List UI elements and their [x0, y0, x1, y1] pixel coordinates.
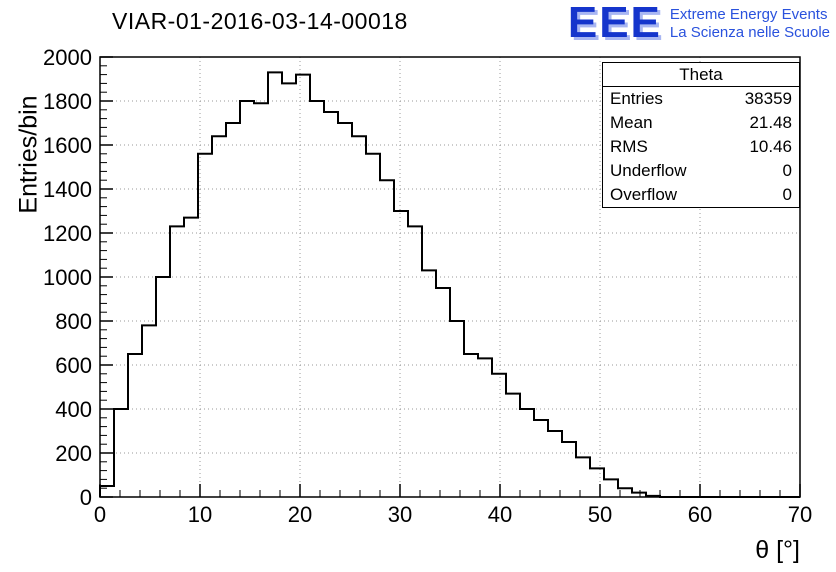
svg-text:1800: 1800 — [43, 89, 92, 114]
stats-box: Theta Entries 38359 Mean 21.48 RMS 10.46… — [602, 62, 800, 208]
stats-value: 38359 — [744, 89, 792, 108]
svg-text:50: 50 — [588, 502, 612, 527]
svg-text:0: 0 — [94, 502, 106, 527]
svg-text:400: 400 — [55, 397, 92, 422]
eee-logo-line2: La Scienza nelle Scuole — [669, 24, 830, 41]
svg-text:20: 20 — [288, 502, 312, 527]
svg-text:1400: 1400 — [43, 177, 92, 202]
stats-row: Overflow 0 — [603, 183, 799, 207]
x-axis-title: θ [°] — [755, 536, 800, 564]
svg-text:800: 800 — [55, 309, 92, 334]
stats-row: RMS 10.46 — [603, 135, 799, 159]
svg-text:2000: 2000 — [43, 45, 92, 70]
stats-row: Underflow 0 — [603, 159, 799, 183]
eee-logo-line1: Extreme Energy Events — [669, 6, 828, 23]
y-axis-title: Entries/bin — [14, 95, 43, 214]
eee-logo-text: Extreme Energy Events La Scienza nelle S… — [670, 4, 830, 42]
svg-text:60: 60 — [688, 502, 712, 527]
axis-ticks — [99, 56, 801, 498]
eee-logo: EEE Extreme Energy Events La Scienza nel… — [567, 0, 830, 47]
eee-logo-acronym: EEE — [567, 0, 662, 47]
svg-text:1000: 1000 — [43, 265, 92, 290]
histogram-step-line — [99, 71, 800, 498]
svg-text:0: 0 — [80, 485, 92, 510]
stats-label: Overflow — [610, 185, 678, 204]
stats-box-title: Theta — [603, 63, 799, 87]
stats-value: 21.48 — [749, 113, 792, 132]
svg-text:1200: 1200 — [43, 221, 92, 246]
axis-tick-labels: 0 10 20 30 40 50 60 70 0 200 400 600 800 1000 1200 1400… — [43, 45, 812, 527]
svg-text:600: 600 — [55, 353, 92, 378]
svg-text:10: 10 — [188, 502, 212, 527]
stats-row: Entries 38359 — [603, 87, 799, 111]
plot-title: VIAR-01-2016-03-14-00018 — [112, 8, 408, 34]
svg-text:200: 200 — [55, 441, 92, 466]
stats-label: Underflow — [610, 161, 687, 180]
svg-text:30: 30 — [388, 502, 412, 527]
stats-label: RMS — [610, 137, 648, 156]
svg-text:70: 70 — [788, 502, 812, 527]
stats-value: 10.46 — [749, 137, 792, 156]
grid-lines — [100, 57, 800, 497]
stats-label: Mean — [610, 113, 653, 132]
svg-text:1600: 1600 — [43, 133, 92, 158]
stats-label: Entries — [610, 89, 663, 108]
stats-value: 0 — [782, 161, 792, 180]
svg-text:40: 40 — [488, 502, 512, 527]
stats-value: 0 — [782, 185, 792, 204]
stats-row: Mean 21.48 — [603, 111, 799, 135]
